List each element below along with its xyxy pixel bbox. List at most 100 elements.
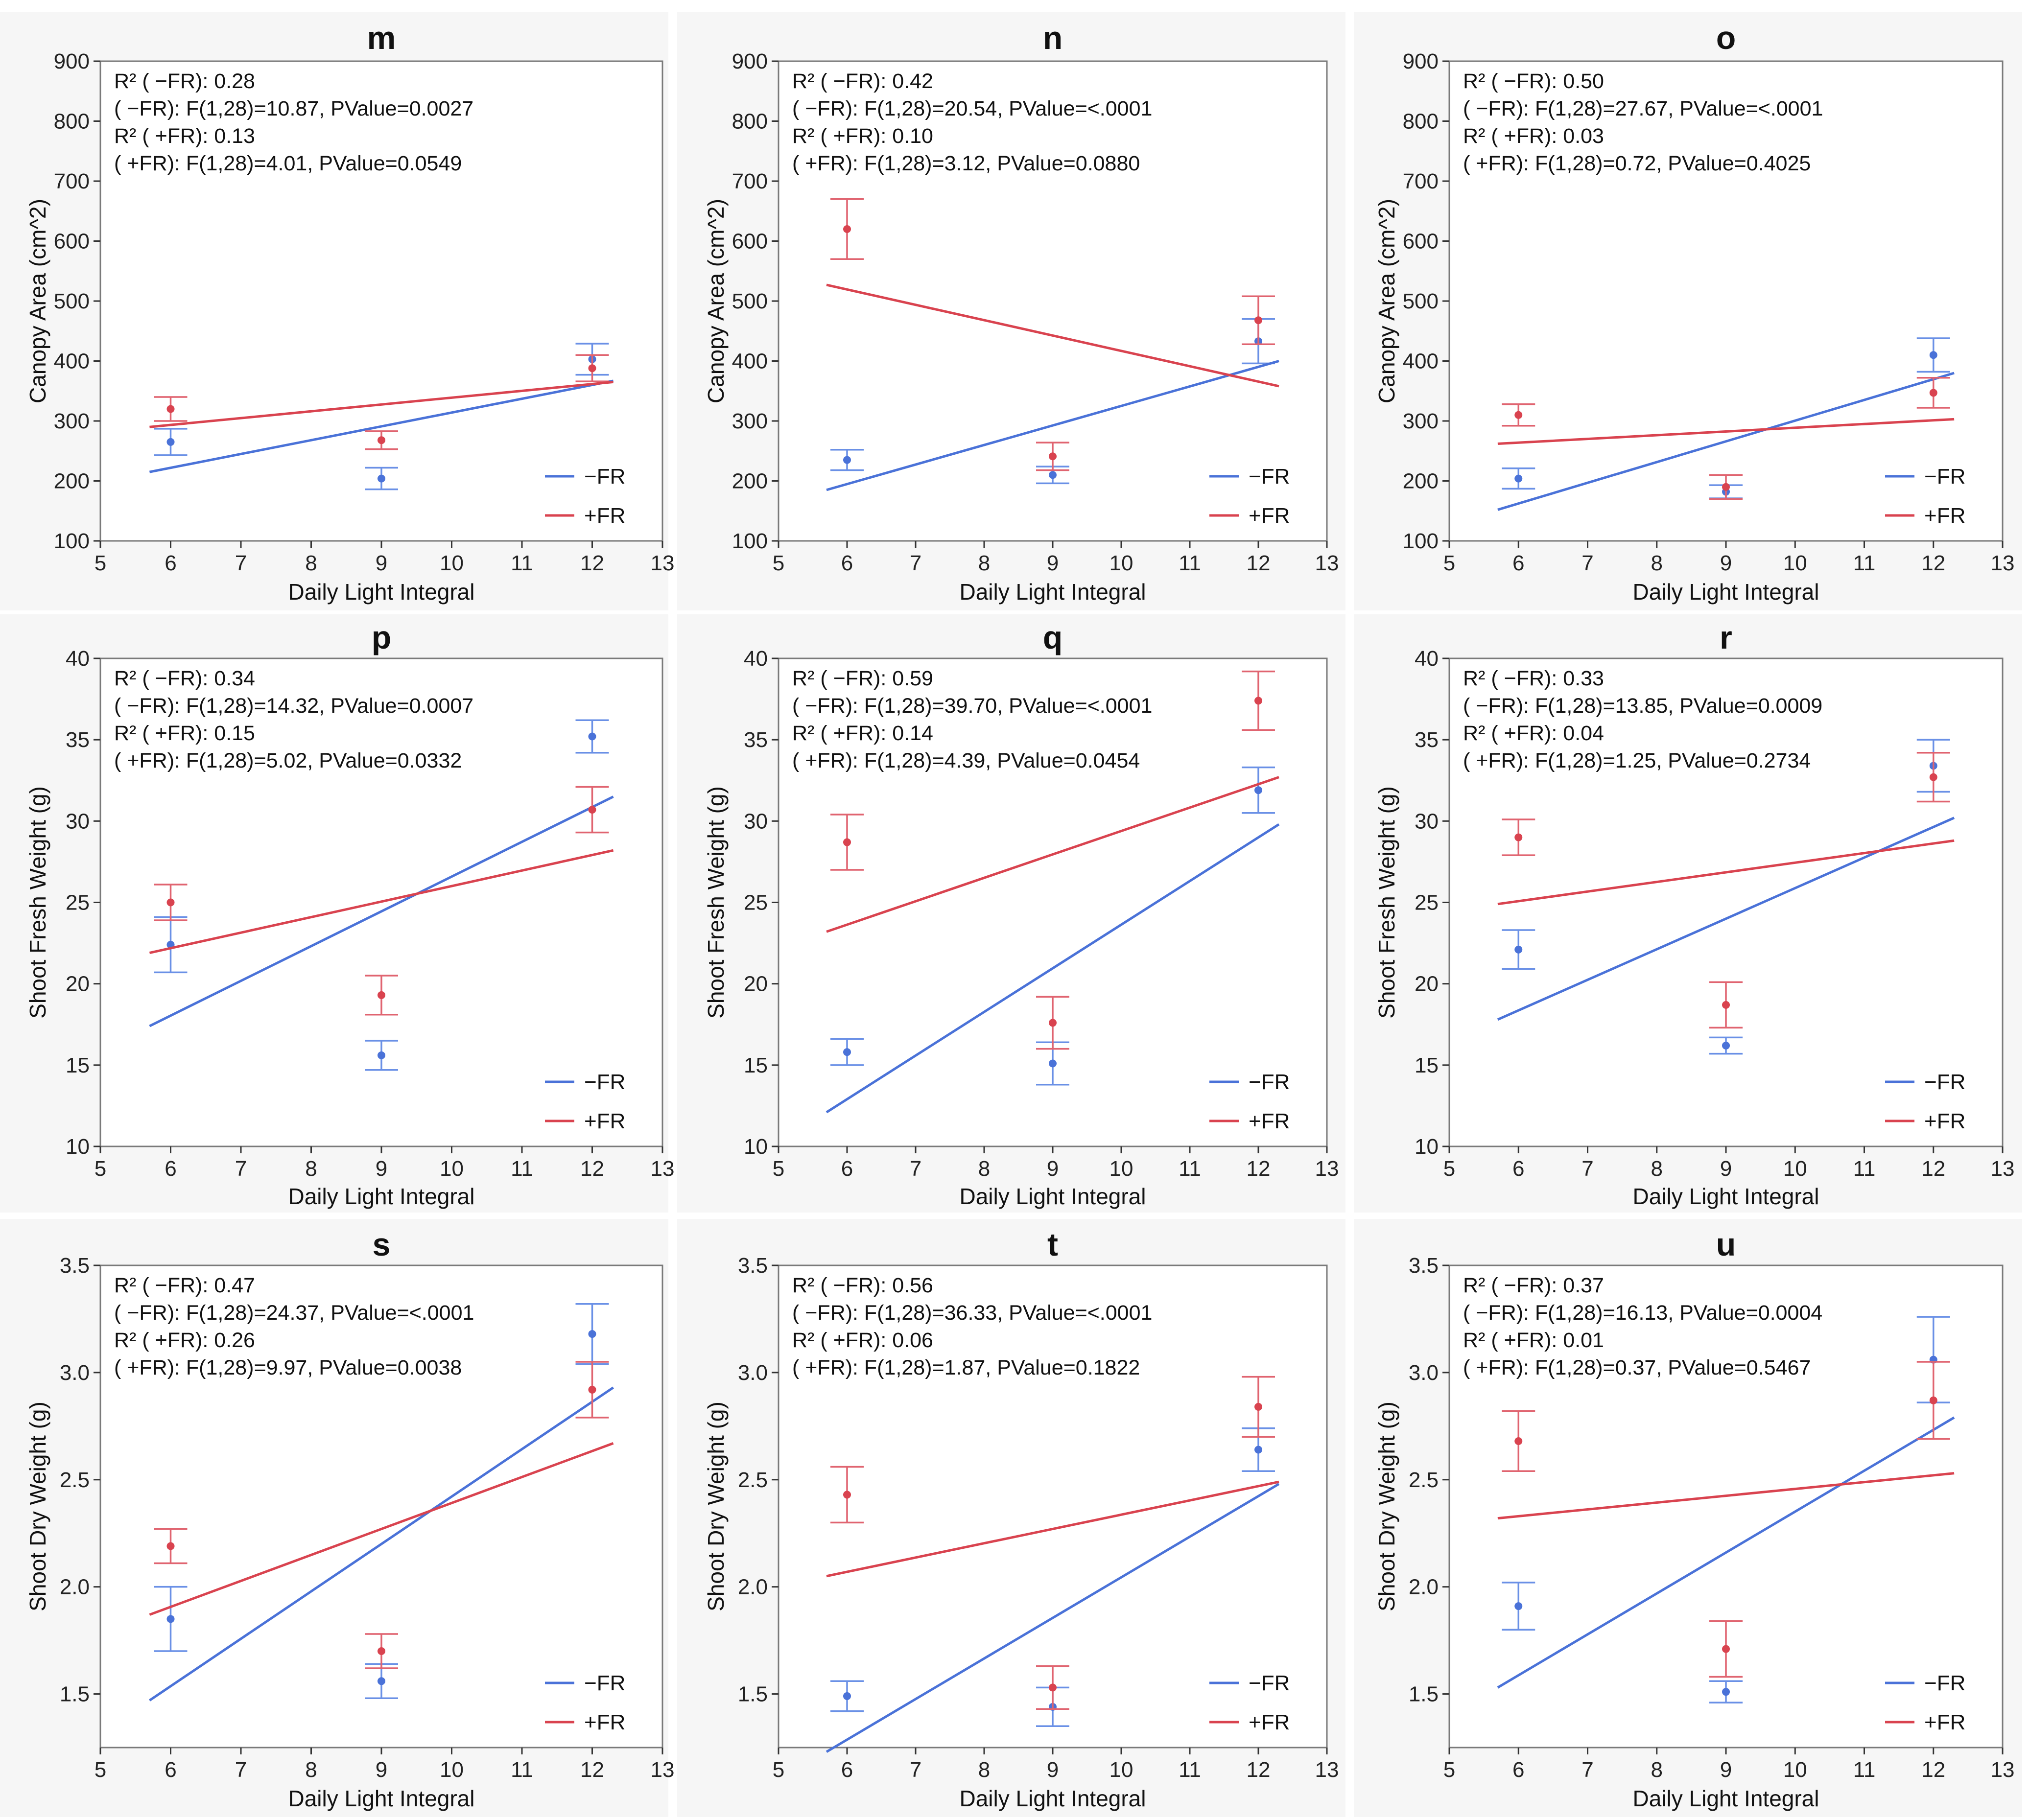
plus-fr-mean-point [1254, 316, 1262, 325]
y-tick-label: 25 [744, 891, 768, 915]
minus-fr-mean-point [1049, 1059, 1057, 1068]
x-tick-label: 9 [376, 1157, 387, 1181]
plus-fr-fit-line [149, 1442, 614, 1616]
x-tick-label: 11 [1179, 1758, 1201, 1782]
x-tick-label: 13 [1315, 1157, 1339, 1181]
y-axis-label: Shoot Dry Weight (g) [1374, 1401, 1399, 1611]
stats-line: R² ( −FR): 0.34 [114, 667, 255, 690]
minus-fr-mean-point [166, 438, 175, 446]
plus-fr-mean-point [1929, 389, 1937, 397]
y-tick-label: 700 [54, 169, 90, 193]
minus-fr-mean-point [378, 474, 385, 483]
stats-line: R² ( −FR): 0.50 [1463, 70, 1604, 93]
y-tick-label: 3.5 [60, 1254, 90, 1278]
x-tick-label: 5 [1443, 1758, 1455, 1782]
plus-fr-fit-line [826, 283, 1279, 388]
legend-label-plus-fr: +FR [1249, 504, 1290, 528]
legend-label-plus-fr: +FR [1924, 1109, 1965, 1133]
panel-title: u [1716, 1226, 1736, 1262]
y-tick-label: 10 [1415, 1135, 1439, 1159]
plus-fr-mean-point [588, 364, 596, 373]
plus-fr-mean-point [588, 1385, 596, 1394]
x-tick-label: 7 [235, 1758, 247, 1782]
x-tick-label: 12 [1247, 551, 1271, 575]
stats-line: ( −FR): F(1,28)=14.32, PValue=0.0007 [114, 694, 473, 718]
y-tick-label: 2.0 [1409, 1575, 1439, 1599]
x-axis-label: Daily Light Integral [288, 1184, 475, 1209]
stats-line: R² ( −FR): 0.37 [1463, 1274, 1604, 1297]
y-tick-label: 3.5 [1409, 1254, 1439, 1278]
minus-fr-fit-line [149, 1386, 614, 1702]
legend-label-plus-fr: +FR [584, 504, 625, 528]
y-tick-label: 1.5 [60, 1682, 90, 1706]
panel-title: o [1716, 20, 1736, 56]
y-tick-label: 35 [744, 728, 768, 752]
plus-fr-mean-point [1514, 833, 1523, 841]
plot-area [1448, 657, 2004, 1147]
plus-fr-mean-point [1929, 773, 1937, 781]
y-tick-label: 400 [54, 350, 90, 373]
x-tick-label: 7 [910, 1157, 921, 1181]
x-tick-label: 13 [651, 551, 675, 575]
y-tick-label: 20 [1415, 972, 1439, 996]
plus-fr-mean-point [1254, 697, 1262, 705]
x-tick-label: 9 [1720, 1758, 1732, 1782]
x-tick-label: 8 [1651, 551, 1663, 575]
y-axis-label: Canopy Area (cm^2) [1374, 199, 1399, 403]
y-axis-label: Shoot Dry Weight (g) [703, 1401, 729, 1611]
minus-fr-fit-line [1497, 1416, 1955, 1689]
plus-fr-mean-point [1929, 1396, 1937, 1404]
minus-fr-mean-point [1049, 471, 1057, 479]
legend-label-minus-fr: −FR [584, 465, 625, 489]
minus-fr-mean-point [1514, 1602, 1523, 1610]
plus-fr-mean-point [843, 1491, 851, 1499]
y-tick-label: 20 [66, 972, 90, 996]
stats-line: ( −FR): F(1,28)=13.85, PValue=0.0009 [1463, 694, 1822, 718]
y-tick-label: 400 [1403, 350, 1439, 373]
y-tick-label: 40 [66, 647, 90, 671]
chart-panel-r: r 5 6 7 8 9 10 11 12 13 10 15 20 25 30 35 40 Daily Light … [1354, 614, 2022, 1213]
minus-fr-mean-point [588, 732, 596, 741]
minus-fr-mean-point [588, 1330, 596, 1338]
y-tick-label: 300 [732, 409, 768, 433]
x-axis-label: Daily Light Integral [960, 1786, 1146, 1811]
x-tick-label: 11 [1853, 1157, 1876, 1181]
y-tick-label: 800 [54, 110, 90, 134]
x-tick-label: 6 [1512, 551, 1524, 575]
x-tick-label: 10 [1783, 1157, 1807, 1181]
minus-fr-mean-point [843, 1692, 851, 1700]
y-tick-label: 10 [744, 1135, 768, 1159]
chart-panel-s: s 5 6 7 8 9 10 11 12 13 1.5 2.0 2.5 3.0 3.5 Daily Light… [0, 1219, 674, 1817]
stats-line: R² ( +FR): 0.13 [114, 124, 255, 148]
y-tick-label: 35 [1415, 728, 1439, 752]
chart-panel-u: u 5 6 7 8 9 10 11 12 13 1.5 2.0 2.5 3.0 3.5 Daily Light… [1354, 1219, 2022, 1817]
stats-line: ( −FR): F(1,28)=27.67, PValue=<.0001 [1463, 97, 1823, 120]
stats-line: R² ( −FR): 0.42 [792, 70, 933, 93]
y-tick-label: 10 [66, 1135, 90, 1159]
legend-label-plus-fr: +FR [1924, 504, 1965, 528]
x-tick-label: 13 [1991, 1758, 2015, 1782]
y-tick-label: 500 [732, 289, 768, 313]
plus-fr-mean-point [166, 1542, 175, 1550]
plus-fr-mean-point [166, 898, 175, 907]
x-tick-label: 13 [1315, 1758, 1339, 1782]
panel-title: m [367, 20, 396, 56]
stats-line: ( +FR): F(1,28)=3.12, PValue=0.0880 [792, 152, 1140, 175]
x-tick-label: 6 [841, 1758, 853, 1782]
x-axis-label: Daily Light Integral [960, 579, 1146, 605]
x-tick-label: 9 [1720, 1157, 1732, 1181]
legend-label-plus-fr: +FR [584, 1109, 625, 1133]
x-tick-label: 12 [580, 1157, 604, 1181]
x-tick-label: 10 [1109, 1157, 1133, 1181]
minus-fr-fit-line [1497, 372, 1955, 511]
y-tick-label: 15 [1415, 1053, 1439, 1077]
x-tick-label: 7 [235, 551, 247, 575]
x-tick-label: 8 [305, 551, 317, 575]
legend-label-minus-fr: −FR [1924, 465, 1965, 489]
y-axis-label: Shoot Dry Weight (g) [25, 1401, 50, 1611]
stats-line: R² ( +FR): 0.04 [1463, 722, 1604, 745]
y-tick-label: 2.0 [738, 1575, 768, 1599]
y-tick-label: 600 [1403, 230, 1439, 254]
minus-fr-fit-line [149, 795, 614, 1027]
minus-fr-fit-line [826, 1483, 1280, 1753]
